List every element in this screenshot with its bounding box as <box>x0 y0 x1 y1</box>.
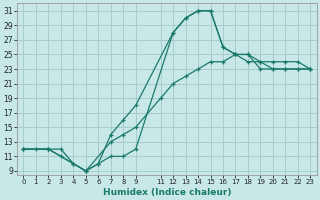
X-axis label: Humidex (Indice chaleur): Humidex (Indice chaleur) <box>103 188 231 197</box>
